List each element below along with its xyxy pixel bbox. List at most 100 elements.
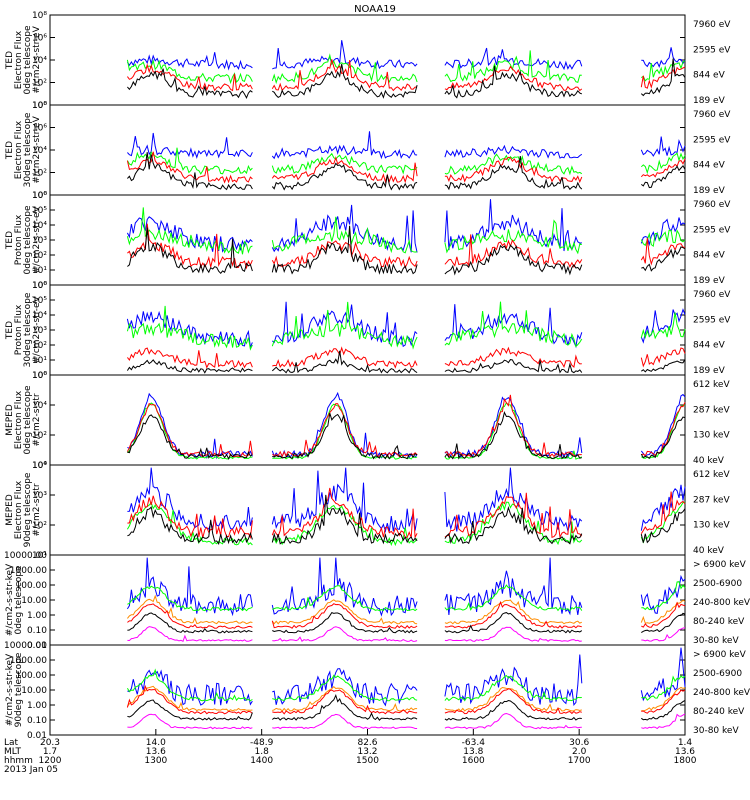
legend-label: 189 eV [693, 186, 726, 196]
legend-label: 240-800 keV [693, 688, 750, 698]
series-magenta [127, 712, 686, 730]
y-tick-label: 1000.00 [10, 566, 47, 576]
series-red [126, 684, 686, 715]
y-axis-label: Electron Flux [14, 30, 24, 89]
y-tick-label: 0.01 [27, 641, 47, 651]
y-tick-label: 10⁸ [32, 101, 47, 111]
y-tick-label: 10⁶ [32, 281, 47, 291]
y-tick-label: 10² [32, 431, 47, 441]
y-tick-label: 10⁴ [32, 221, 47, 231]
panel-meped-e-90: 10¹ 10² 10³ 10⁴ MEPED Electron Flux 90deg tele… [5, 461, 730, 561]
legend-label: > 6900 keV [693, 650, 747, 660]
legend-label: 7960 eV [693, 110, 731, 120]
y-axis-label: TED [5, 141, 15, 160]
series-blue [127, 467, 686, 534]
panel-ted-e-30: 10⁰ 10² 10⁴ 10⁶ 10⁸ TED Electron Flux 30deg tel… [5, 101, 731, 201]
y-tick-label: 10⁰ [32, 281, 47, 291]
panel-meped-p-90: 0.01 0.10 1.00 10.00 100.00 1000.00 10000.00 #/… [4, 641, 750, 741]
y-axis-label: TED [5, 321, 15, 340]
x-tick-label: 2.0 [572, 747, 587, 757]
series-blue [126, 557, 686, 617]
y-axis-label: 0deg telescope [14, 565, 24, 635]
y-tick-label: 10² [32, 251, 47, 261]
series-red [126, 151, 686, 184]
x-tick-label: 1.4 [678, 738, 693, 748]
legend-label: 40 keV [693, 546, 725, 556]
x-tick-label: 82.6 [357, 738, 377, 748]
y-tick-label: 0.10 [27, 716, 47, 726]
y-tick-label: 10⁸ [32, 11, 47, 21]
y-axis-label: MEPED [5, 494, 15, 526]
x-tick-label: 1.7 [43, 747, 57, 757]
y-axis-label: #/cm2-s-str-eV [32, 295, 42, 363]
series-blue [126, 40, 686, 71]
panel-frame [49, 464, 686, 556]
series-blue [126, 199, 686, 253]
panel-ted-e-0: 10⁰ 10² 10⁴ 10⁶ 10⁸ TED Electron Flux 0deg tele… [5, 11, 731, 111]
panels: 10⁰ 10² 10⁴ 10⁶ 10⁸ TED Electron Flux 0deg tele… [4, 11, 750, 741]
y-tick-label: 10⁰ [32, 191, 47, 201]
x-tick-label: 13.6 [146, 747, 166, 757]
y-tick-label: 10³ [32, 326, 47, 336]
y-tick-label: 10⁵ [32, 296, 47, 306]
y-axis-label: 30deg telescope [23, 292, 33, 367]
legend-label: 612 keV [693, 380, 730, 390]
y-tick-label: 0.10 [27, 626, 47, 636]
x-tick-label: 13.8 [463, 747, 483, 757]
x-tick-label: 1400 [250, 756, 273, 766]
panel-meped-p-0: 0.01 0.10 1.00 10.00 100.00 1000.00 10000.00 #/… [4, 551, 750, 651]
legend-label: 80-240 keV [693, 617, 745, 627]
y-tick-label: 10⁶ [32, 34, 47, 44]
series-red [127, 487, 686, 540]
series-green [126, 301, 686, 351]
y-tick-label: 10⁰ [32, 101, 47, 111]
x-tick-label: 1700 [568, 756, 591, 766]
y-axis-label: Electron Flux [14, 480, 24, 539]
x-tick-label: 13.2 [357, 747, 377, 757]
legend-label: 7960 eV [693, 200, 731, 210]
legend-label: 80-240 keV [693, 707, 745, 717]
x-tick-label: 14.0 [146, 738, 166, 748]
y-tick-label: 10² [32, 521, 47, 531]
legend-label: 2500-6900 [693, 579, 742, 589]
y-tick-label: 10⁴ [32, 461, 47, 471]
y-tick-label: 10¹ [32, 266, 47, 276]
y-axis-label: 30deg telescope [23, 112, 33, 187]
y-axis-label: #/cm2-s-str-eV [32, 205, 42, 273]
x-tick-label: -63.4 [462, 738, 486, 748]
x-tick-label: 30.6 [569, 738, 589, 748]
y-tick-label: 10⁴ [32, 401, 47, 411]
series-blue [127, 131, 686, 160]
y-axis-label: #/cm2-s-str-keV [5, 563, 15, 636]
x-row-label: hhmm [4, 756, 33, 766]
legend-label: 844 eV [693, 341, 726, 351]
series-green [127, 581, 686, 612]
series-black [127, 494, 686, 546]
y-axis-label: #/cm2-s-str-eV [32, 25, 42, 93]
y-axis-label: TED [5, 231, 15, 250]
y-tick-label: 10⁴ [32, 56, 47, 66]
y-axis-label: 0deg telescope [23, 205, 33, 275]
y-tick-label: 100.00 [16, 671, 48, 681]
y-axis-label: 90deg telescope [23, 472, 33, 547]
y-axis-label: Proton Flux [14, 304, 24, 355]
x-tick-label: 1500 [356, 756, 379, 766]
y-axis-label: 0deg telescope [23, 385, 33, 455]
legend-label: 130 keV [693, 431, 730, 441]
y-tick-label: 10000.00 [4, 641, 47, 651]
legend-label: 287 keV [693, 405, 730, 415]
series-green [127, 401, 686, 460]
legend-label: 612 keV [693, 470, 730, 480]
y-axis-label: 90deg telescope [14, 652, 24, 727]
series-black [127, 693, 686, 721]
legend-label: 844 eV [693, 161, 726, 171]
legend-label: 844 eV [693, 251, 726, 261]
panel-frame [49, 194, 686, 286]
x-tick-label: 1200 [39, 756, 62, 766]
series-magenta [127, 626, 686, 643]
y-axis-label: #/cm2-s-str-keV [5, 653, 15, 726]
legend-label: 844 eV [693, 71, 726, 81]
y-tick-label: 10³ [32, 491, 47, 501]
chart-title: NOAA19 [354, 4, 396, 15]
series-black [127, 58, 686, 99]
